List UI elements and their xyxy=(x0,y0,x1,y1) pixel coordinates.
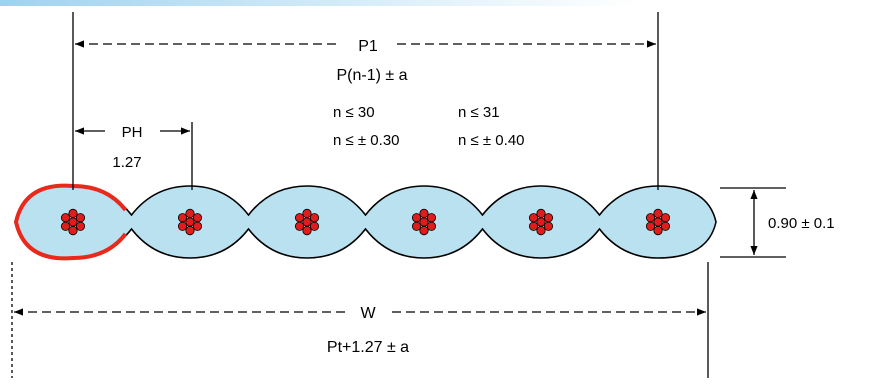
conductor-strand xyxy=(543,213,554,223)
conductor-strand xyxy=(660,221,671,231)
conductor-strand xyxy=(528,221,539,231)
conductor-strand xyxy=(653,226,663,236)
conductor-strand xyxy=(543,221,554,231)
conductor-strand xyxy=(68,208,78,218)
ph-label: PH xyxy=(122,124,143,141)
conductor-strand xyxy=(185,208,195,218)
conductor-strand xyxy=(192,213,203,223)
conductor-strand xyxy=(411,213,422,223)
top-band xyxy=(0,0,640,6)
cable-insulation xyxy=(15,184,717,260)
conductor-strand xyxy=(419,208,429,218)
conductor-strand xyxy=(309,213,320,223)
conductor-strand xyxy=(294,213,305,223)
conductor-strand xyxy=(309,221,320,231)
conductor xyxy=(177,208,203,236)
condition-left-1: n ≤ 30 xyxy=(333,104,375,121)
thickness-label: 0.90 ± 0.1 xyxy=(768,215,835,232)
conductor-strand xyxy=(536,226,546,236)
first-conductor-highlight xyxy=(13,183,128,261)
conductor xyxy=(645,208,671,236)
condition-right-1: n ≤ 31 xyxy=(458,104,500,121)
conductor-strand xyxy=(185,217,195,227)
conductor-strand xyxy=(426,213,437,223)
conductor-strand xyxy=(528,213,539,223)
conductor-strand xyxy=(68,226,78,236)
conductor-strand xyxy=(75,213,86,223)
conductor-strand xyxy=(653,208,663,218)
conductor-strand xyxy=(536,208,546,218)
conductor-strand xyxy=(653,217,663,227)
conductor-strand xyxy=(426,221,437,231)
p1-label-bg xyxy=(340,34,396,54)
w-label: W xyxy=(360,305,376,322)
conductor-strand xyxy=(192,221,203,231)
conductor-strand xyxy=(645,213,656,223)
conductor-strand xyxy=(411,221,422,231)
condition-right-2: n ≤ ± 0.40 xyxy=(458,132,525,149)
conductor-strand xyxy=(302,226,312,236)
conductor-strand xyxy=(75,221,86,231)
conductor xyxy=(60,208,86,236)
conductor-strand xyxy=(294,221,305,231)
conductor-strand xyxy=(68,217,78,227)
conductor xyxy=(528,208,554,236)
conductor-strand xyxy=(536,217,546,227)
conductor xyxy=(411,208,437,236)
w-label-bg xyxy=(345,302,391,322)
conductor xyxy=(294,208,320,236)
condition-left-2: n ≤ ± 0.30 xyxy=(333,132,400,149)
conductor-strand xyxy=(177,221,188,231)
conductor-strand xyxy=(419,226,429,236)
p1-label: P1 xyxy=(358,38,378,55)
conductor-strand xyxy=(60,213,71,223)
conductor-strand xyxy=(185,226,195,236)
conductor-strand xyxy=(660,213,671,223)
w-formula: Pt+1.27 ± a xyxy=(327,339,409,356)
conductor-strand xyxy=(645,221,656,231)
conductor-strand xyxy=(177,213,188,223)
conductors xyxy=(60,208,671,236)
conductor-strand xyxy=(302,208,312,218)
p1-formula: P(n-1) ± a xyxy=(336,67,407,84)
conductor-strand xyxy=(60,221,71,231)
ph-value: 1.27 xyxy=(112,154,141,171)
conductor-strand xyxy=(419,217,429,227)
conductor-strand xyxy=(302,217,312,227)
